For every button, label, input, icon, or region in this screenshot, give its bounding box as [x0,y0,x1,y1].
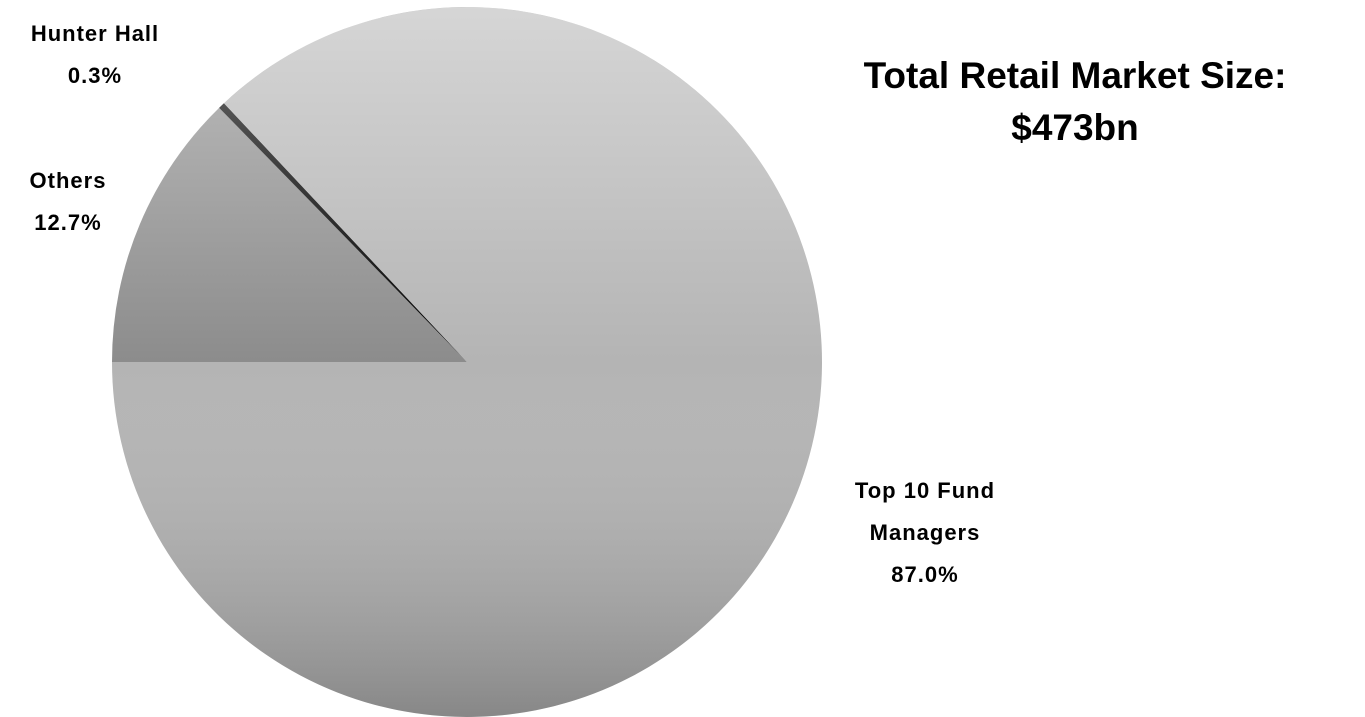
slice-name: Top 10 Fund Managers [854,478,996,545]
slice-value: 87.0% [891,562,959,587]
chart-subtitle: $473bn [1011,107,1139,148]
slice-label: Others 12.7% [0,160,148,244]
slice-name: Hunter Hall [30,21,160,46]
chart-title: Total Retail Market Size: [863,55,1287,96]
slice-label: Hunter Hall 0.3% [5,13,185,97]
slice-name: Others [29,168,107,193]
slice-value: 12.7% [34,210,102,235]
slice-value: 0.3% [67,63,123,88]
slice-label: Top 10 Fund Managers 87.0% [825,470,1025,596]
